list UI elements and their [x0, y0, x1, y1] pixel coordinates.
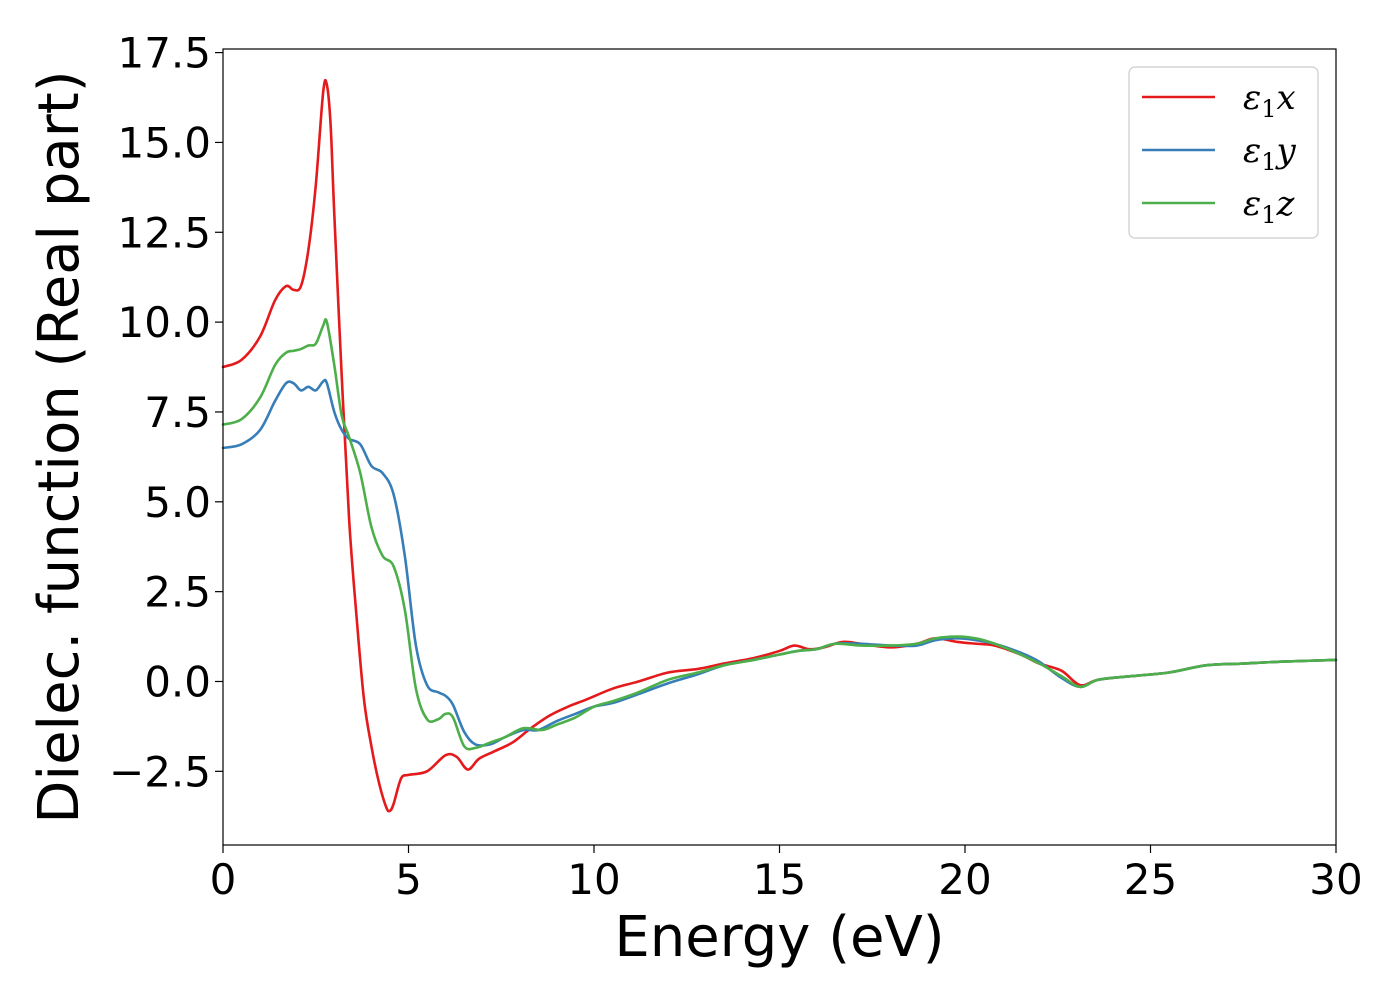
x-tick-label: 25 [1124, 855, 1177, 904]
series-line-3 [221, 318, 1338, 751]
x-tick-label: 5 [395, 855, 422, 904]
y-tick-label: 15.0 [117, 118, 211, 167]
legend-symbol: ε [1243, 184, 1261, 224]
y-tick-label: 7.5 [144, 388, 211, 437]
legend-box [1128, 66, 1319, 239]
y-axis: −2.5 0.0 2.5 5.0 7.5 10.0 12.5 15.0 17.5 [109, 29, 223, 796]
legend-component: x [1277, 78, 1296, 118]
legend-label: ε1z [1243, 184, 1296, 229]
x-axis: 0 5 10 15 20 25 30 [210, 845, 1363, 904]
series-line-2 [221, 378, 1338, 747]
legend-subscript: 1 [1261, 201, 1276, 229]
legend-symbol: ε [1243, 131, 1261, 171]
x-tick-label: 0 [210, 855, 237, 904]
x-tick-label: 15 [753, 855, 806, 904]
legend-symbol: ε [1243, 78, 1261, 118]
legend-component: y [1275, 131, 1297, 171]
legend-subscript: 1 [1261, 95, 1276, 123]
y-tick-label: 12.5 [117, 208, 211, 257]
legend-subscript: 1 [1261, 148, 1276, 176]
y-axis-title: Dielec. function (Real part) [27, 70, 92, 823]
y-tick-label: 5.0 [144, 478, 211, 527]
x-tick-label: 30 [1309, 855, 1362, 904]
y-tick-label: 17.5 [117, 29, 211, 78]
y-tick-label: 10.0 [117, 298, 211, 347]
y-tick-label: 0.0 [144, 657, 211, 706]
series-line-1 [221, 78, 1338, 813]
x-axis-title: Energy (eV) [614, 905, 944, 970]
y-tick-label: 2.5 [144, 568, 211, 617]
y-tick-label: −2.5 [109, 747, 211, 796]
legend-label: ε1x [1243, 78, 1296, 123]
x-tick-label: 10 [567, 855, 620, 904]
legend-label: ε1y [1243, 131, 1297, 176]
x-tick-label: 20 [938, 855, 991, 904]
legend-component: z [1276, 184, 1296, 224]
series-layer [221, 78, 1338, 813]
